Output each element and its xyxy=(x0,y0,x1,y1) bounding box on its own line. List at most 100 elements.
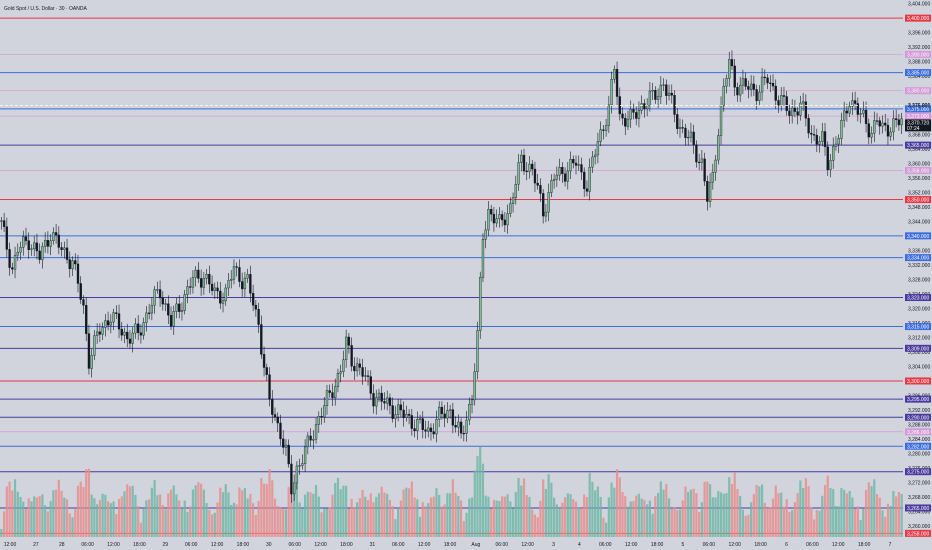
volume-bar xyxy=(323,508,326,537)
volume-bar xyxy=(829,488,832,537)
candle-body xyxy=(832,146,835,161)
candle-body xyxy=(897,119,901,126)
volume-bar xyxy=(522,478,526,537)
candle-body xyxy=(528,163,531,172)
time-axis[interactable]: 12:00 27 28 06:00 12:00 18:00 29 06:00 12:00 18:0… xyxy=(4,542,892,548)
volume-bar xyxy=(788,512,791,537)
volume-bar xyxy=(563,497,567,537)
x-tick-label: 18:00 xyxy=(651,542,664,548)
volume-bar xyxy=(744,515,747,537)
candle-body xyxy=(845,110,849,114)
candle-body xyxy=(736,87,739,96)
volume-bar xyxy=(766,507,769,537)
candle-body xyxy=(566,170,569,182)
volume-bar xyxy=(241,490,244,537)
volume-bar xyxy=(153,480,156,537)
candle-body xyxy=(626,118,630,127)
volume-bar xyxy=(13,479,17,537)
y-tick-label: 3,388.000 xyxy=(908,60,930,66)
level-price-tag xyxy=(905,87,931,95)
volume-bar xyxy=(312,493,315,537)
candle-body xyxy=(232,266,236,280)
volume-bar xyxy=(238,487,241,537)
volume-bar xyxy=(514,492,517,537)
candle-body xyxy=(342,359,345,372)
volume-bar xyxy=(189,506,192,537)
volume-bar xyxy=(528,496,531,537)
volume-bar xyxy=(210,514,214,537)
y-tick-label: 3,364.000 xyxy=(908,147,930,153)
volume-bar xyxy=(57,479,60,537)
volume-bar xyxy=(79,481,82,537)
candle-body xyxy=(295,465,299,484)
candle-body xyxy=(517,162,520,185)
volume-bar xyxy=(90,494,93,537)
volume-bar xyxy=(544,488,547,537)
candle-body xyxy=(514,183,517,198)
candle-body xyxy=(328,390,331,393)
volume-bar xyxy=(383,492,386,537)
price-axis[interactable]: 3,260.000 3,264.000 3,268.000 3,272.000 3,27… xyxy=(905,2,931,538)
volume-bar xyxy=(438,494,441,537)
volume-bar xyxy=(3,511,6,537)
candle-body xyxy=(574,162,578,166)
volume-bar xyxy=(394,519,397,537)
volume-bar xyxy=(235,504,238,537)
candle-body xyxy=(812,134,816,136)
candle-body xyxy=(109,321,112,326)
volume-bar xyxy=(16,491,19,537)
volume-bar xyxy=(681,500,684,537)
candle-body xyxy=(856,103,860,115)
candle-body xyxy=(249,274,252,294)
x-tick-label: 12:00 xyxy=(728,542,741,548)
candle-body xyxy=(774,85,777,101)
candle-body xyxy=(610,79,613,106)
x-tick-label: 28 xyxy=(59,542,65,548)
volume-bar xyxy=(755,484,758,537)
candle-body xyxy=(563,173,567,182)
candle-body xyxy=(506,213,509,226)
candle-body xyxy=(500,214,504,221)
candle-body xyxy=(747,86,750,90)
candle-body xyxy=(758,91,761,101)
volume-bar xyxy=(46,511,49,537)
candle-body xyxy=(492,213,496,224)
volume-bar xyxy=(137,506,140,537)
volume-bar xyxy=(60,490,63,537)
volume-bar xyxy=(495,500,498,537)
volume-bar xyxy=(886,503,890,537)
candle-body xyxy=(878,120,881,127)
volume-bar xyxy=(864,489,868,537)
volume-bar xyxy=(65,499,69,537)
candle-body xyxy=(476,330,479,372)
volume-bar xyxy=(782,506,786,537)
candle-body xyxy=(183,294,186,311)
volume-bar xyxy=(465,512,468,537)
volume-bar xyxy=(399,500,402,537)
volume-bar xyxy=(810,507,813,537)
candle-body xyxy=(202,278,206,288)
volume-bar xyxy=(106,501,110,537)
volume-bar xyxy=(391,506,394,537)
candle-body xyxy=(43,240,47,247)
volume-bar xyxy=(818,510,821,537)
y-tick-label: 3,352.000 xyxy=(908,190,930,196)
y-tick-label: 3,268.000 xyxy=(908,495,930,501)
volume-bar xyxy=(884,516,887,537)
candle-body xyxy=(771,83,775,87)
candle-body xyxy=(424,429,427,432)
candle-body xyxy=(388,397,392,406)
candle-body xyxy=(273,414,277,418)
candle-body xyxy=(637,110,641,119)
candle-body xyxy=(334,386,337,399)
volume-bar xyxy=(232,502,236,537)
volume-bar xyxy=(200,483,203,537)
candle-body xyxy=(24,236,28,241)
volume-bar xyxy=(8,481,11,537)
candle-body xyxy=(344,336,348,360)
candle-body xyxy=(303,446,307,464)
level-price-label: 3,295.000 xyxy=(907,397,929,403)
y-tick-label: 3,304.000 xyxy=(908,364,930,370)
plot-area[interactable] xyxy=(0,0,903,537)
